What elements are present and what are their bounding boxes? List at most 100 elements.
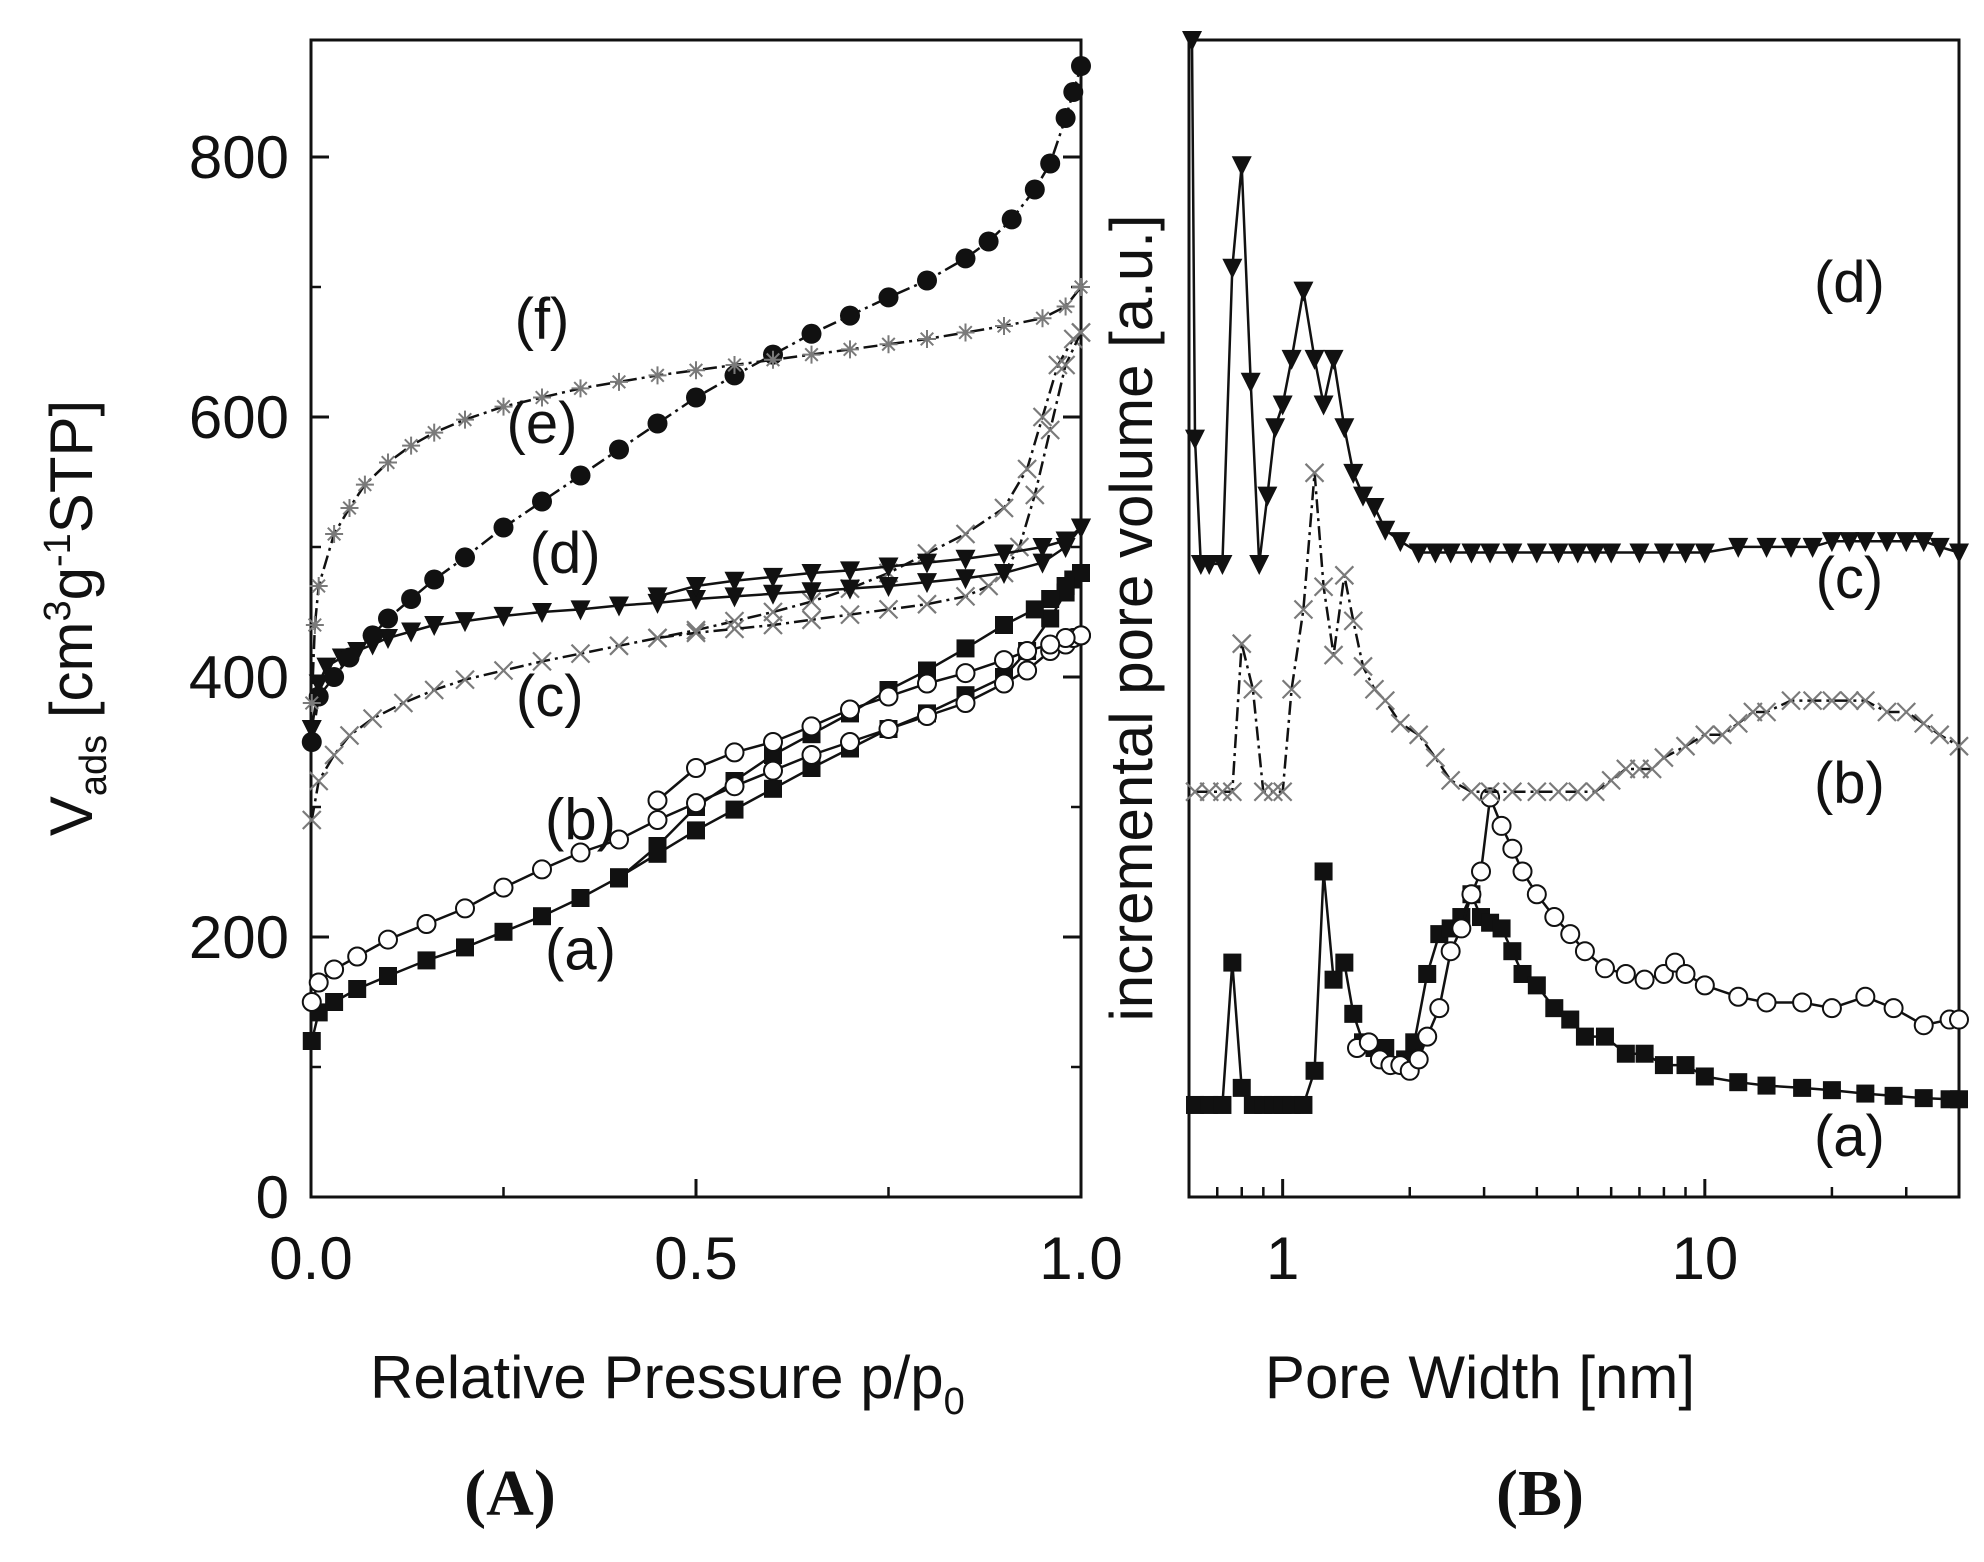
isotherm-e-adsorption-point [1055, 108, 1076, 128]
isotherm-a-adsorption-point [417, 951, 436, 970]
isotherm-d-adsorption-point [724, 587, 745, 608]
psd-d-point [1839, 532, 1860, 553]
panel-a-tick-labels: 0 200 400 600 800 0.0 0.5 1.0 [189, 124, 1123, 1292]
psd-c-point [1585, 781, 1605, 802]
psd-a-point [1335, 953, 1354, 972]
isotherm-f-adsorption-point [956, 323, 975, 342]
psd-c-point [1756, 702, 1777, 722]
isotherm-d-adsorption-point [686, 590, 706, 610]
isotherm-d-adsorption-point [1032, 553, 1053, 574]
isotherm-d-desorption-point [878, 557, 899, 578]
psd-d-point [1281, 349, 1302, 370]
panel-b-tick-labels: 1 10 [1266, 1225, 1738, 1292]
psd-c-point [1263, 781, 1284, 802]
isotherm-b-desorption-point [1017, 641, 1038, 661]
isotherm-f-adsorption-point [571, 379, 590, 398]
isotherm-f-adsorption-point [305, 616, 324, 634]
psd-c-point [1877, 702, 1897, 722]
isotherm-c-adsorption-point [570, 643, 591, 664]
isotherm-c-desorption-point [955, 586, 976, 607]
panel-a-y-axis-title: Vads [cm3g-1STP] [37, 400, 115, 836]
y-tick-label: 0 [256, 1164, 289, 1231]
isotherm-f-adsorption-point [648, 366, 667, 385]
psd-a-point [1595, 1027, 1614, 1046]
psd-c-point [1695, 725, 1715, 745]
isotherm-f-adsorption-point [425, 423, 444, 442]
isotherm-d-adsorption-point [570, 600, 591, 621]
psd-a-point [1232, 1078, 1251, 1097]
isotherm-b-desorption-point [724, 742, 745, 763]
isotherm-c-adsorption-point [308, 771, 329, 791]
panel-b-x-axis-title: Pore Width [nm] [1265, 1344, 1695, 1411]
psd-d-point [1876, 532, 1897, 553]
psd-a-point [1305, 1061, 1324, 1080]
psd-a-point [1654, 1056, 1673, 1075]
x-tick-label: 10 [1671, 1225, 1738, 1292]
isotherm-a-adsorption-point [764, 779, 782, 798]
curve-label-e: (e) [507, 391, 578, 456]
psd-c-point [1293, 599, 1314, 620]
isotherm-b-adsorption-point [647, 810, 668, 830]
psd-c-point [1601, 770, 1621, 791]
isotherm-c-adsorption-point [324, 745, 344, 765]
panel-a-ticks [309, 155, 1083, 1199]
psd-a-point [1186, 1095, 1205, 1114]
psd-b-point [1451, 918, 1472, 939]
psd-b-point [1544, 907, 1565, 928]
psd-a-point [1503, 942, 1522, 961]
isotherm-d-adsorption-point [455, 612, 475, 633]
psd-d-point [1440, 543, 1461, 564]
isotherm-f-adsorption-point [995, 317, 1013, 335]
x-tick-label: 0.5 [654, 1225, 737, 1292]
psd-d-point [1353, 486, 1374, 507]
isotherm-e-adsorption-point [362, 625, 383, 646]
psd-c-point [1654, 747, 1674, 768]
isotherm-f-adsorption-point [879, 335, 898, 354]
psd-d-point [1629, 543, 1650, 564]
curve-label-c: (c) [516, 664, 584, 729]
psd-a [1186, 862, 1968, 1114]
psd-b-point [1883, 998, 1904, 1019]
psd-d-point [1249, 554, 1270, 575]
isotherm-e-adsorption-point [978, 231, 999, 252]
psd-b-point [1913, 1015, 1934, 1036]
isotherm-b-adsorption-point [324, 959, 345, 980]
isotherm-a-adsorption-point [571, 889, 590, 907]
isotherm-f-adsorption-point [1072, 278, 1090, 296]
psd-c-point [1728, 713, 1749, 734]
psd-d-point [1694, 543, 1715, 564]
psd-d-point [1526, 543, 1547, 564]
psd-a-point [1314, 862, 1333, 881]
isotherm-b-adsorption-point [308, 972, 329, 993]
isotherm-b-adsorption-point [917, 706, 937, 726]
psd-a-point [1757, 1076, 1776, 1095]
isotherm-c-desorption-point [763, 615, 783, 635]
psd-c-point [1527, 781, 1547, 802]
psd-d-point [1334, 418, 1355, 439]
isotherm-c-adsorption-point [424, 680, 444, 700]
isotherm-d-desorption-point [724, 571, 745, 592]
psd-a-point [1294, 1095, 1313, 1114]
isotherm-b-desorption-point [878, 686, 899, 707]
isotherm-f-adsorption [302, 278, 1090, 712]
isotherm-e-adsorption-point [1071, 56, 1091, 76]
isotherm-f-adsorption-point [456, 410, 474, 429]
isotherm-c-desorption-point [1009, 537, 1030, 557]
isotherm-f-adsorption-point [533, 388, 551, 407]
isotherm-c-desorption-point [686, 623, 706, 643]
psd-a-point [1676, 1056, 1695, 1075]
isotherm-e-adsorption-point [917, 270, 937, 291]
isotherm-d-desorption-point [1071, 518, 1091, 539]
psd-c-point [1929, 725, 1950, 745]
psd-a-point [1635, 1044, 1654, 1063]
isotherm-e-adsorption-point [455, 547, 475, 568]
isotherm-f-adsorption-point [402, 436, 421, 455]
psd-d-point [1461, 543, 1482, 564]
isotherm-b-adsorption-point [878, 719, 899, 739]
isotherm-f-adsorption-point [764, 350, 782, 369]
y-tick-label: 600 [189, 384, 289, 451]
psd-b-point [1634, 969, 1655, 990]
psd-d-point [1675, 543, 1696, 564]
psd-a-point [1527, 976, 1546, 995]
isotherm-f-adsorption-point [379, 453, 397, 472]
